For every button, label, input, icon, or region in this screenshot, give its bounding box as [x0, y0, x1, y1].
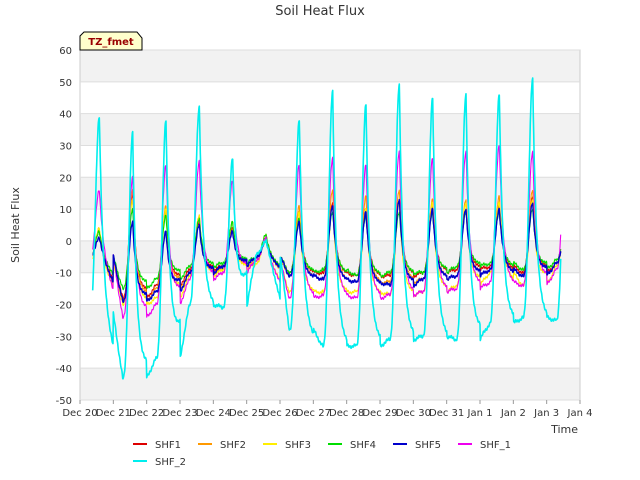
legend-label: SHF4: [350, 440, 376, 451]
x-tick-label: Jan 4: [567, 408, 593, 419]
y-tick-label: -10: [56, 269, 72, 280]
x-tick-label: Dec 24: [196, 408, 231, 419]
grid-band: [80, 50, 580, 82]
x-tick-label: Dec 25: [229, 408, 264, 419]
x-tick-label: Dec 26: [262, 408, 297, 419]
y-tick-label: 30: [59, 141, 72, 152]
legend-label: SHF_2: [155, 457, 186, 468]
y-tick-label: 50: [59, 78, 72, 89]
y-tick-label: 0: [66, 237, 72, 248]
y-tick-label: -50: [56, 396, 72, 407]
legend-label: SHF3: [285, 440, 311, 451]
legend-label: SHF5: [415, 440, 441, 451]
chart-title: Soil Heat Flux: [275, 4, 365, 19]
x-tick-label: Dec 28: [329, 408, 364, 419]
x-tick-label: Jan 2: [500, 408, 526, 419]
x-tick-label: Dec 31: [429, 408, 464, 419]
grid-band: [80, 368, 580, 400]
x-tick-label: Dec 20: [62, 408, 97, 419]
x-axis-label: Time: [550, 423, 578, 436]
y-tick-label: 40: [59, 110, 72, 121]
series-line-shf-2: [91, 77, 562, 380]
x-tick-label: Jan 3: [533, 408, 559, 419]
y-tick-label: 20: [59, 173, 72, 184]
x-tick-label: Dec 30: [396, 408, 431, 419]
x-tick-label: Dec 23: [162, 408, 197, 419]
x-tick-label: Jan 1: [467, 408, 493, 419]
y-tick-label: 60: [59, 46, 72, 57]
annotation-box: TZ_fmet: [79, 31, 143, 51]
legend-label: SHF_1: [480, 440, 511, 451]
annotation-shape: [79, 31, 143, 51]
grid-band: [80, 304, 580, 337]
series-lines: [91, 77, 562, 380]
legend: SHF1 SHF2 SHF3 SHF4 SHF5 SHF_1 SHF_2: [133, 440, 511, 468]
x-tick-label: Dec 29: [362, 408, 397, 419]
y-tick-label: -30: [56, 332, 72, 343]
y-tick-label: -20: [56, 301, 72, 312]
legend-label: SHF1: [155, 440, 181, 451]
y-axis-label: Soil Heat Flux: [9, 187, 22, 263]
y-tick-label: 10: [59, 205, 72, 216]
y-tick-label: -40: [56, 364, 72, 375]
x-tick-label: Dec 22: [129, 408, 164, 419]
legend-label: SHF2: [220, 440, 246, 451]
x-tick-label: Dec 21: [96, 408, 131, 419]
annotation-text: TZ_fmet: [88, 37, 134, 48]
x-tick-label: Dec 27: [296, 408, 331, 419]
